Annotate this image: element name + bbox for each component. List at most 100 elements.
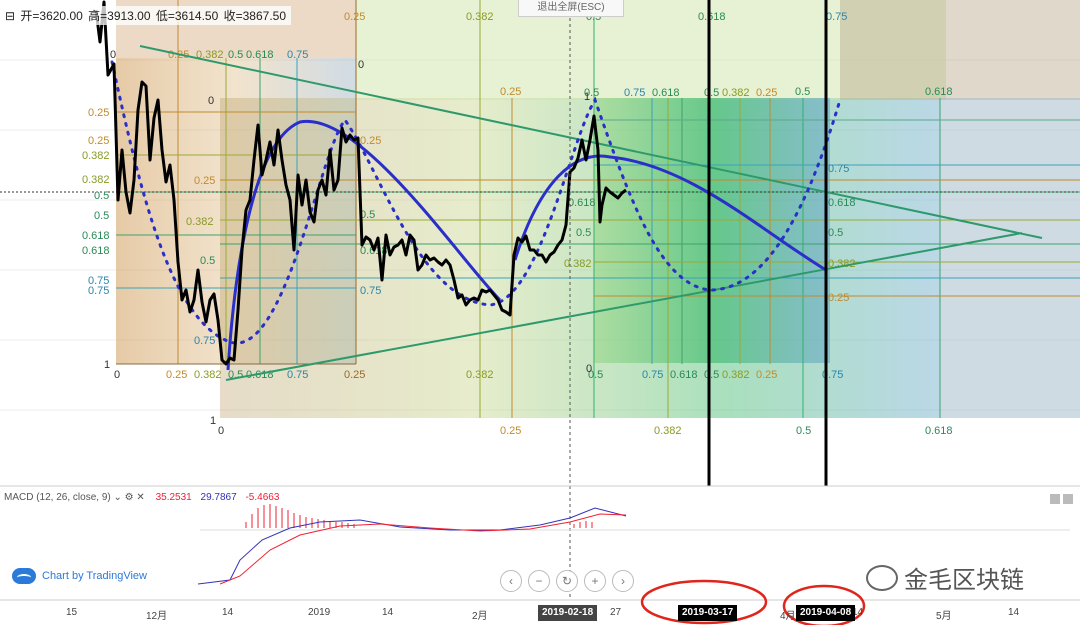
fib-label: 0 — [218, 425, 224, 437]
fib-label: 0 — [358, 59, 364, 71]
time-axis-label: 14 — [1008, 607, 1020, 618]
scroll-left-button[interactable]: ‹ — [500, 570, 522, 592]
crosshair-date-tag: 2019-02-18 — [538, 605, 598, 621]
fib-label: 0.75 — [88, 275, 109, 287]
fib-label: 0.5 — [228, 49, 243, 61]
fib-label: 0.5 — [704, 87, 719, 99]
fib-label: 0.382 — [194, 369, 222, 381]
fib-label: 0.382 — [186, 216, 214, 228]
fib-label: 0.5 — [584, 87, 599, 99]
fib-label: 0.75 — [360, 285, 381, 297]
fib-label: 0.25 — [88, 135, 109, 147]
fib-label: 0 — [114, 369, 120, 381]
fib-label: 0.382 — [722, 87, 750, 99]
fib-label: 0.382 — [82, 174, 110, 186]
dotted-wave — [110, 60, 842, 345]
exit-fullscreen-button[interactable]: 退出全屏(ESC) — [518, 0, 624, 17]
fib-label: 0.25 — [194, 175, 215, 187]
fib-label: 0.5 — [200, 255, 215, 267]
macd-histogram-value: 35.2531 — [155, 492, 192, 503]
tradingview-attribution[interactable]: Chart by TradingView — [12, 568, 147, 584]
high-value: 高=3913.00 — [88, 9, 151, 23]
low-value: 低=3614.50 — [155, 9, 219, 23]
fib-label: 0 — [208, 95, 214, 107]
time-axis-label: 5月 — [936, 611, 952, 622]
price-line — [94, 0, 627, 366]
fib-label: 0.5 — [704, 369, 719, 381]
fib-label: 0.618 — [925, 425, 953, 437]
arc-2 — [513, 154, 827, 272]
fib-label: 0.75 — [826, 11, 847, 23]
fib-label: 0.618 — [246, 49, 274, 61]
fib-label: 0.5 — [360, 209, 375, 221]
fib-label: 1 — [104, 359, 110, 371]
time-axis-label: 2019 — [308, 607, 331, 618]
fib-label: 0.25 — [828, 292, 849, 304]
fib-label: 0.25 — [500, 425, 521, 437]
settings-icon[interactable]: ⚙ — [124, 492, 134, 503]
fib-label: 0.618 — [568, 197, 596, 209]
fib-label: 0.75 — [88, 285, 109, 297]
fib-label: 0.25 — [344, 369, 365, 381]
time-axis-label: 4月 — [780, 611, 796, 622]
fib-label: 0.75 — [194, 335, 215, 347]
close-icon[interactable]: ✕ — [136, 492, 145, 503]
time-axis-label: 27 — [610, 607, 622, 618]
fib-label: 0.382 — [196, 49, 224, 61]
fib-label: 0.75 — [287, 49, 308, 61]
close-value: 收=3867.50 — [223, 9, 286, 23]
time-axis-label: 12月 — [146, 611, 168, 622]
fib-label: 0.5 — [828, 227, 843, 239]
fib-label: 0.75 — [624, 87, 645, 99]
fib-label: 0.618 — [82, 230, 110, 242]
fib-label: 1 — [584, 91, 590, 103]
time-axis-label: 14 — [852, 607, 864, 618]
watermark-text: 金毛区块链 — [904, 567, 1024, 594]
ohlc-toggle-icon[interactable]: ⊟ — [5, 9, 16, 23]
zoom-out-button[interactable]: − — [528, 570, 550, 592]
fib-label: 0.618 — [828, 197, 856, 209]
fib-box-top — [356, 0, 946, 100]
chevron-down-icon[interactable]: ⌄ — [113, 492, 122, 503]
fib-label: 0.382 — [466, 11, 494, 23]
scroll-right-button[interactable]: › — [612, 570, 634, 592]
move-up-icon[interactable] — [1050, 494, 1060, 504]
fib-label: 0.618 — [652, 87, 680, 99]
zoom-in-button[interactable]: + — [584, 570, 606, 592]
fib-label: 0.382 — [564, 258, 592, 270]
fib-label: 0.5 — [94, 190, 109, 202]
fib-label: 0.25 — [166, 369, 187, 381]
time-axis-label: 14 — [222, 607, 234, 618]
fib-box-3 — [594, 98, 830, 363]
fib-label: 0.25 — [756, 369, 777, 381]
maximize-icon[interactable] — [1063, 494, 1073, 504]
fib-label: 0.5 — [576, 227, 591, 239]
fib-box-right — [940, 98, 1080, 418]
fib-label: 0.25 — [756, 87, 777, 99]
macd-value: 29.7867 — [200, 492, 237, 503]
wechat-icon — [866, 564, 898, 591]
fib-label: 0 — [586, 363, 592, 375]
watermark: 金毛区块链 — [866, 560, 1024, 595]
fib-label: 0.5 — [588, 369, 603, 381]
macd-legend[interactable]: MACD (12, 26, close, 9) ⌄ ⚙ ✕ 35.2531 29… — [4, 492, 279, 503]
arc-1 — [226, 119, 502, 371]
panel-controls — [1050, 494, 1073, 504]
fib-label: 0.25 — [88, 107, 109, 119]
time-axis-label: 14 — [382, 607, 394, 618]
fib-label: 0.5 — [796, 425, 811, 437]
open-value: 开=3620.00 — [20, 9, 83, 23]
macd-histogram — [245, 504, 593, 528]
time-axis-label: 2月 — [472, 611, 488, 622]
marker-date-tag: 2019-03-17 — [678, 605, 738, 621]
zoom-controls: ‹ − ↻ + › — [500, 570, 634, 592]
fib-label: 0.618 — [698, 11, 726, 23]
tradingview-logo-icon — [12, 568, 36, 584]
reset-button[interactable]: ↻ — [556, 570, 578, 592]
fib-label: 0.382 — [82, 150, 110, 162]
highlight-circle-2019-04-08 — [782, 584, 866, 625]
highlight-circle-2019-03-17 — [640, 579, 768, 625]
fib-label: 0.5 — [94, 210, 109, 222]
fib-label: 0.75 — [828, 163, 849, 175]
